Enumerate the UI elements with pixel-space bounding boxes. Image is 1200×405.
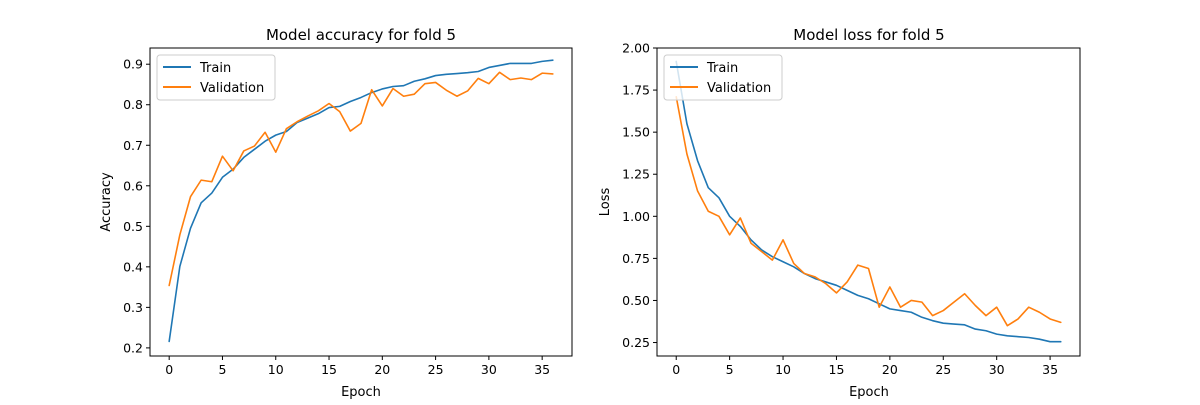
accuracy-y-axis-label: Accuracy xyxy=(99,172,114,232)
loss-y-tick-label: 1.00 xyxy=(622,209,650,224)
accuracy-y-tick-label: 0.2 xyxy=(123,340,143,355)
accuracy-x-tick-label: 10 xyxy=(268,362,284,377)
accuracy-y-tick-label: 0.7 xyxy=(123,138,143,153)
loss-train-line xyxy=(675,60,1062,343)
accuracy-y-tick-label: 0.8 xyxy=(123,97,143,112)
accuracy-chart: Model accuracy for fold 5 0 5 10 15 20 25 30 35… xyxy=(99,26,573,400)
loss-y-axis-label: Loss xyxy=(598,188,613,217)
loss-y-tick-label: 0.75 xyxy=(622,251,650,266)
loss-y-tick-label: 2.00 xyxy=(622,41,650,56)
loss-legend-train-label: Train xyxy=(706,61,738,76)
accuracy-validation-line xyxy=(168,71,554,287)
loss-x-tick-label: 30 xyxy=(989,362,1005,377)
loss-x-tick-label: 35 xyxy=(1042,362,1058,377)
loss-plot-frame xyxy=(656,47,1081,357)
accuracy-y-tick-label: 0.9 xyxy=(123,57,143,72)
loss-y-tick-label: 1.25 xyxy=(622,167,650,182)
accuracy-x-axis-label: Epoch xyxy=(341,385,381,400)
accuracy-legend-validation-label: Validation xyxy=(200,81,264,96)
accuracy-x-tick-label: 25 xyxy=(428,362,444,377)
accuracy-x-tick-label: 35 xyxy=(534,362,550,377)
loss-x-tick-label: 5 xyxy=(726,362,734,377)
loss-x-tick-label: 15 xyxy=(829,362,845,377)
accuracy-y-tick-label: 0.4 xyxy=(123,259,143,274)
loss-legend: Train Validation xyxy=(663,54,783,101)
loss-chart: Model loss for fold 5 0 5 10 15 20 25 30 35 0.25… xyxy=(598,26,1081,400)
accuracy-x-tick-label: 30 xyxy=(481,362,497,377)
accuracy-legend-train-label: Train xyxy=(199,61,231,76)
accuracy-plot-frame xyxy=(149,47,573,357)
accuracy-y-tick-label: 0.5 xyxy=(123,219,143,234)
accuracy-x-tick-label: 0 xyxy=(165,362,173,377)
loss-x-tick-label: 25 xyxy=(935,362,951,377)
loss-y-tick-label: 1.75 xyxy=(622,83,650,98)
accuracy-x-tick-label: 20 xyxy=(374,362,390,377)
accuracy-y-tick-label: 0.6 xyxy=(123,178,143,193)
loss-chart-title: Model loss for fold 5 xyxy=(793,26,944,44)
loss-x-tick-label: 20 xyxy=(882,362,898,377)
loss-x-tick-label: 0 xyxy=(672,362,680,377)
accuracy-x-tick-label: 5 xyxy=(218,362,226,377)
accuracy-y-tick-label: 0.3 xyxy=(123,300,143,315)
accuracy-chart-title: Model accuracy for fold 5 xyxy=(266,26,456,44)
loss-x-axis-label: Epoch xyxy=(849,385,889,400)
accuracy-legend: Train Validation xyxy=(156,54,276,101)
loss-validation-line xyxy=(675,96,1062,327)
loss-y-tick-label: 0.50 xyxy=(622,293,650,308)
loss-y-tick-label: 1.50 xyxy=(622,125,650,140)
accuracy-x-tick-label: 15 xyxy=(321,362,337,377)
loss-x-tick-label: 10 xyxy=(775,362,791,377)
loss-y-tick-label: 0.25 xyxy=(622,335,650,350)
loss-legend-validation-label: Validation xyxy=(707,81,771,96)
